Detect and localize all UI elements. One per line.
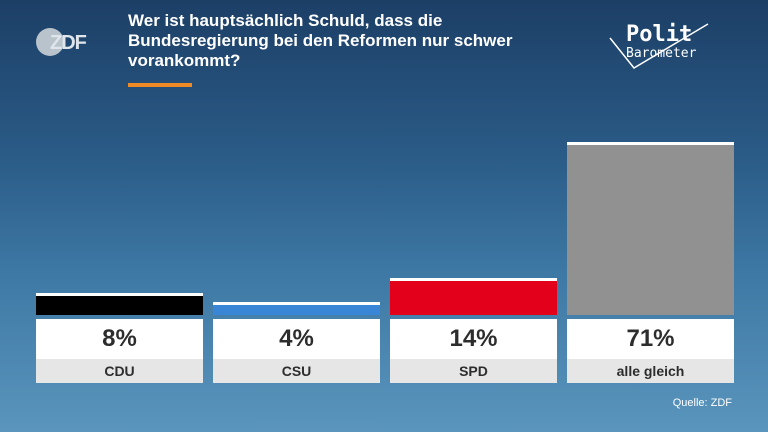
- zdf-logo-text: ZDF: [50, 32, 87, 54]
- category-label-0: CDU: [36, 359, 203, 383]
- chart-title: Wer ist hauptsächlich Schuld, dass die B…: [128, 11, 513, 70]
- data-label-2: 14%: [390, 319, 557, 359]
- bar-cap-0: [36, 293, 203, 296]
- data-label-0: 8%: [36, 319, 203, 359]
- category-label-2: SPD: [390, 359, 557, 383]
- data-label-3: 71%: [567, 319, 734, 359]
- data-label-1: 4%: [213, 319, 380, 359]
- category-label-1: CSU: [213, 359, 380, 383]
- bar-1: [213, 305, 380, 315]
- brand-barometer: Barometer: [626, 46, 697, 61]
- bar-2: [390, 281, 557, 315]
- bar-cap-3: [567, 142, 734, 145]
- category-label-3: alle gleich: [567, 359, 734, 383]
- zdf-logo: ZDF: [36, 28, 92, 58]
- zdf-logo-circle: [36, 28, 64, 56]
- politbarometer-checkmark-icon: [609, 23, 709, 69]
- politbarometer-logo: Polit Barometer: [606, 20, 716, 72]
- bar-3: [567, 145, 734, 315]
- source-note: Quelle: ZDF: [672, 397, 732, 409]
- brand-polit: Polit: [626, 22, 693, 47]
- bar-cap-1: [213, 302, 380, 305]
- bar-0: [36, 296, 203, 315]
- bar-cap-2: [390, 278, 557, 281]
- title-accent-line: [128, 83, 192, 87]
